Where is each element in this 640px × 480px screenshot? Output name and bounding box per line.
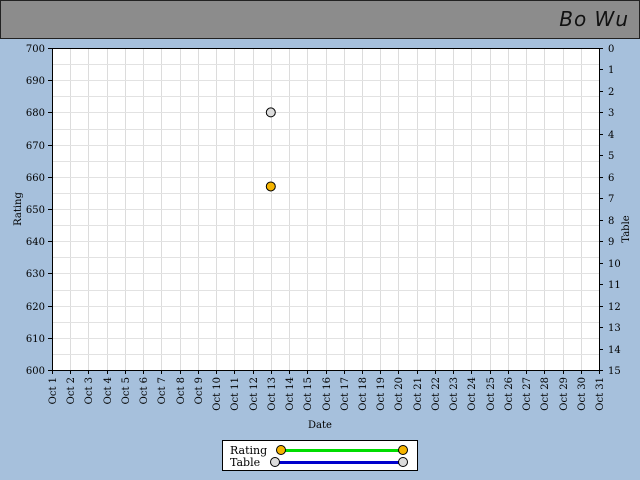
x-tick-label: Oct 7 (157, 377, 168, 404)
left-tick-label: 670 (26, 141, 45, 152)
x-tick-label: Oct 11 (230, 377, 241, 411)
legend-line-table (275, 461, 403, 464)
x-tick-label: Oct 30 (577, 377, 588, 411)
legend: Rating Table (222, 440, 418, 471)
right-tick-label: 15 (608, 366, 621, 377)
right-tick-label: 5 (608, 151, 614, 162)
x-tick-label: Oct 28 (540, 377, 551, 411)
right-tick-label: 8 (608, 216, 614, 227)
left-tick-label: 660 (26, 173, 45, 184)
x-tick-label: Oct 24 (467, 377, 478, 411)
x-tick-label: Oct 2 (66, 377, 77, 404)
legend-item-rating: Rating (223, 444, 417, 457)
x-tick-label: Oct 13 (267, 377, 278, 411)
left-tick-label: 680 (26, 108, 45, 119)
right-tick-label: 4 (608, 130, 614, 141)
legend-marker-rating (276, 445, 286, 455)
grid-lines (52, 48, 600, 371)
x-tick-label: Oct 25 (486, 377, 497, 411)
left-tick-label: 600 (26, 366, 45, 377)
x-tick-label: Oct 19 (376, 377, 387, 411)
x-tick-label: Oct 5 (121, 377, 132, 404)
x-tick-label: Oct 23 (449, 377, 460, 411)
left-tick-label: 630 (26, 269, 45, 280)
legend-item-table: Table (223, 456, 417, 469)
point-table (265, 107, 276, 118)
x-tick-label: Oct 29 (559, 377, 570, 411)
legend-label-rating: Rating (230, 444, 268, 457)
x-tick-label: Oct 14 (285, 377, 296, 411)
legend-line-rating (281, 449, 403, 452)
x-tick-label: Oct 4 (103, 377, 114, 404)
x-tick-label: Oct 6 (139, 377, 150, 404)
x-tick-label: Oct 12 (249, 377, 260, 411)
left-tick-label: 690 (26, 76, 45, 87)
x-tick-label: Oct 15 (303, 377, 314, 411)
right-tick-label: 0 (608, 44, 614, 55)
x-tick-label: Oct 8 (176, 377, 187, 404)
right-tick-label: 2 (608, 87, 614, 98)
player-name: Bo Wu (559, 7, 629, 31)
left-tick-label: 640 (26, 237, 45, 248)
x-tick-label: Oct 21 (413, 377, 424, 411)
right-tick-label: 9 (608, 237, 614, 248)
right-tick-label: 3 (608, 108, 614, 119)
x-tick-label: Oct 27 (522, 377, 533, 411)
left-tick-label: 650 (26, 205, 45, 216)
legend-label-table: Table (230, 456, 261, 469)
right-tick-label: 7 (608, 194, 614, 205)
left-tick-label: 620 (26, 302, 45, 313)
point-rating (265, 181, 276, 192)
right-tick-label: 10 (608, 259, 621, 270)
header-bar: Bo Wu (0, 0, 640, 39)
left-tick-label: 610 (26, 334, 45, 345)
x-tick-label: Oct 10 (212, 377, 223, 411)
x-tick-label: Oct 9 (194, 377, 205, 404)
x-tick-label: Oct 17 (340, 377, 351, 411)
y-axis-label-right: Table (621, 215, 632, 242)
x-tick-label: Oct 31 (595, 377, 606, 411)
right-tick-label: 6 (608, 173, 614, 184)
x-tick-label: Oct 16 (322, 377, 333, 411)
x-tick-label: Oct 22 (431, 377, 442, 411)
legend-marker-table (398, 457, 408, 467)
x-tick-label: Oct 3 (84, 377, 95, 404)
right-tick-label: 13 (608, 323, 621, 334)
legend-marker-table (270, 457, 280, 467)
x-axis-label: Date (308, 420, 332, 431)
left-axis: 700 690 680 670 660 650 640 630 620 610 600 (26, 44, 52, 377)
y-axis-label-left: Rating (13, 192, 24, 226)
legend-marker-rating (398, 445, 408, 455)
x-tick-label: Oct 18 (358, 377, 369, 411)
data-points (265, 107, 276, 192)
right-tick-label: 11 (608, 280, 621, 291)
right-tick-label: 14 (608, 345, 621, 356)
left-tick-label: 700 (26, 44, 45, 55)
x-axis: Oct 1 Oct 2 Oct 3 Oct 4 Oct 5 Oct 6 Oct 7 Oct 8… (48, 370, 606, 411)
right-tick-label: 1 (608, 65, 614, 76)
right-tick-label: 12 (608, 302, 621, 313)
x-tick-label: Oct 1 (48, 377, 59, 404)
x-tick-label: Oct 26 (504, 377, 515, 411)
x-tick-label: Oct 20 (394, 377, 405, 411)
